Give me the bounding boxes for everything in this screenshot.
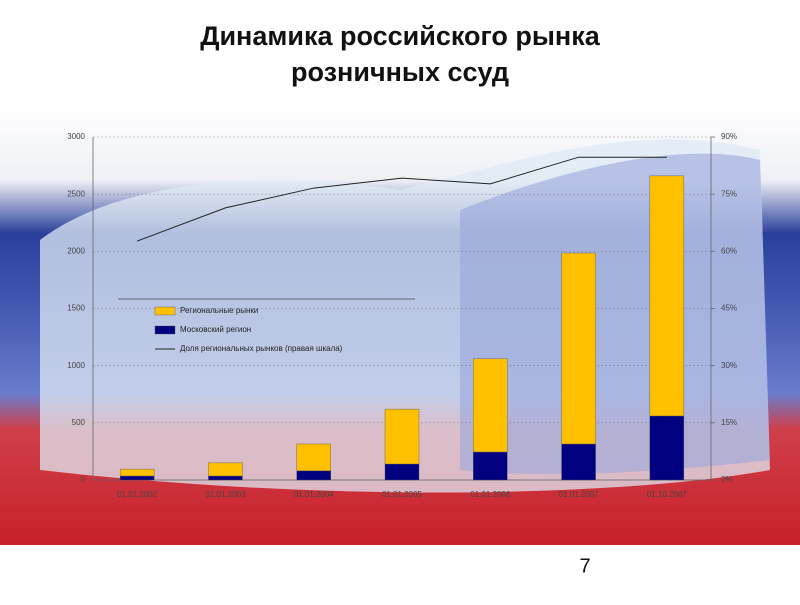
bar-segment xyxy=(561,443,596,481)
bar-segment xyxy=(384,463,420,481)
bar-segment xyxy=(384,408,420,465)
y-tick-label: 3000 xyxy=(67,132,85,141)
bar-segment xyxy=(119,475,155,481)
x-tick-label: 01.01.2007 xyxy=(559,490,600,499)
bar-segment xyxy=(649,415,685,481)
x-tick-label: 01.01.2004 xyxy=(294,490,335,499)
map-region xyxy=(460,153,770,475)
x-tick-label: 01.10.2007 xyxy=(647,490,688,499)
bar-segment xyxy=(473,358,508,453)
y2-tick-label: 15% xyxy=(721,418,737,427)
x-tick-label: 01.01.2005 xyxy=(382,490,423,499)
legend-label: Региональные рынки xyxy=(180,306,258,315)
legend-label: Доля региональных рынков (правая шкала) xyxy=(180,344,343,353)
bar-segment xyxy=(473,451,508,481)
y-tick-label: 2000 xyxy=(67,246,85,255)
title-line: Динамика российского рынка xyxy=(200,21,601,51)
legend-key xyxy=(154,306,176,316)
y-tick-label: 0 xyxy=(81,475,86,484)
x-tick-label: 01.01.2002 xyxy=(117,490,158,499)
bar-segment xyxy=(208,475,243,481)
bar-segment xyxy=(561,252,596,445)
y-tick-label: 2500 xyxy=(67,189,85,198)
line-series xyxy=(136,156,667,242)
title-line: розничных ссуд xyxy=(291,57,509,87)
bar-segment xyxy=(296,443,331,472)
bar-segment xyxy=(208,462,243,477)
y2-tick-label: 60% xyxy=(721,246,737,255)
bar-segment xyxy=(296,470,331,481)
y2-tick-label: 0% xyxy=(721,475,733,484)
bar-segment xyxy=(119,468,155,477)
x-tick-label: 01.01.2006 xyxy=(470,490,511,499)
legend-label: Московский регион xyxy=(180,325,251,334)
page-number: 7 xyxy=(579,555,590,577)
y-tick-label: 1500 xyxy=(67,304,85,313)
y2-tick-label: 75% xyxy=(721,189,737,198)
y2-tick-label: 90% xyxy=(721,132,737,141)
bar-segment xyxy=(649,175,685,417)
y-tick-label: 500 xyxy=(72,418,86,427)
y2-tick-label: 30% xyxy=(721,361,737,370)
x-tick-label: 01.01.2003 xyxy=(205,490,246,499)
y-tick-label: 1000 xyxy=(67,361,85,370)
y2-tick-label: 45% xyxy=(721,304,737,313)
legend-key xyxy=(154,325,176,335)
